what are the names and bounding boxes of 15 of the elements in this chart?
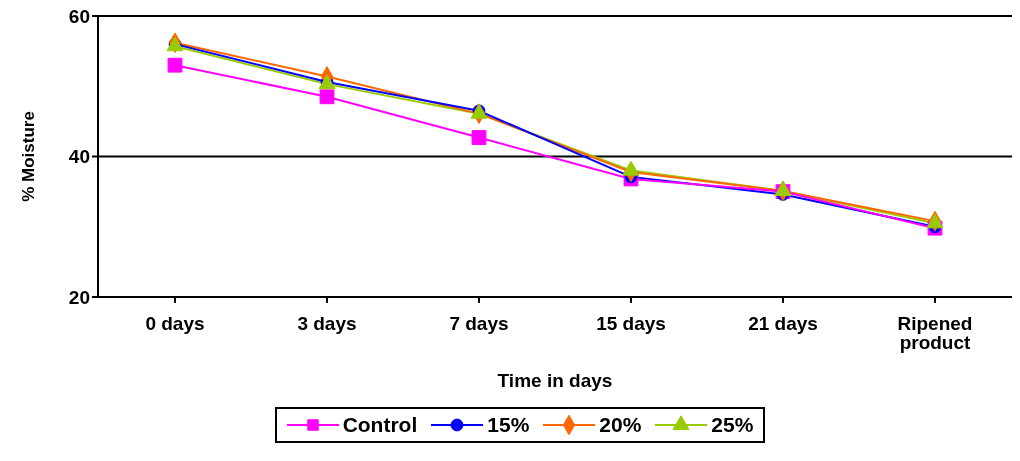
y-axis-title: % Moisture — [19, 111, 39, 202]
legend-label: 25% — [711, 413, 754, 437]
legend-label: 15% — [487, 413, 530, 437]
legend-label: 20% — [599, 413, 642, 437]
y-tick-label: 40 — [68, 146, 90, 168]
x-tick-label: 0 days — [145, 313, 205, 335]
x-axis-title: Time in days — [497, 370, 613, 391]
y-tick-label: 60 — [68, 5, 90, 27]
legend-label: Control — [342, 413, 418, 437]
x-tick-label: 7 days — [449, 313, 509, 335]
x-tick-label: 15 days — [596, 313, 666, 335]
x-tick-label: Ripened product — [897, 313, 973, 354]
y-tick-label: 20 — [68, 286, 90, 308]
x-tick-label: 21 days — [748, 313, 818, 335]
x-tick-label: 3 days — [297, 313, 357, 335]
